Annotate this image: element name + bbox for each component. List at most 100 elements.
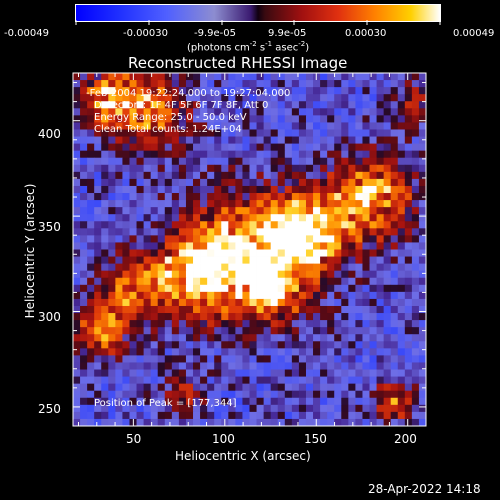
heatmap-cell bbox=[313, 320, 321, 328]
heatmap-cell bbox=[404, 256, 413, 265]
heatmap-cell bbox=[348, 157, 356, 166]
heatmap-cell bbox=[390, 305, 399, 314]
heatmap-cell bbox=[136, 284, 144, 293]
heatmap-cell bbox=[214, 80, 222, 88]
heatmap-cell bbox=[249, 207, 257, 215]
heatmap-cell bbox=[334, 80, 342, 88]
heatmap-cell bbox=[334, 115, 342, 123]
heatmap-cell bbox=[376, 80, 385, 88]
heatmap-cell bbox=[376, 73, 385, 81]
heatmap-cell bbox=[390, 334, 399, 342]
heatmap-cell bbox=[327, 143, 335, 152]
heatmap-cell bbox=[228, 193, 236, 201]
heatmap-cell bbox=[228, 249, 236, 257]
heatmap-cell bbox=[320, 80, 328, 88]
heatmap-cell bbox=[277, 200, 286, 208]
heatmap-cell bbox=[193, 256, 201, 265]
heatmap-cell bbox=[369, 320, 377, 328]
heatmap-cell bbox=[136, 411, 144, 420]
heatmap-cell bbox=[376, 390, 385, 399]
heatmap-cell bbox=[284, 221, 293, 229]
heatmap-cell bbox=[157, 355, 166, 363]
heatmap-cell bbox=[228, 242, 236, 250]
heatmap-cell bbox=[397, 101, 406, 109]
heatmap-cell bbox=[298, 397, 307, 406]
heatmap-cell bbox=[284, 341, 293, 349]
heatmap-cell bbox=[115, 178, 123, 187]
heatmap-cell bbox=[334, 390, 342, 399]
heatmap-cell bbox=[164, 284, 173, 293]
heatmap-cell bbox=[178, 228, 187, 236]
heatmap-cell bbox=[185, 369, 194, 377]
heatmap-cell bbox=[376, 355, 385, 363]
heatmap-cell bbox=[136, 185, 144, 194]
heatmap-cell bbox=[122, 143, 130, 152]
heatmap-cell bbox=[390, 221, 399, 229]
heatmap-cell bbox=[305, 171, 314, 180]
heatmap-cell bbox=[164, 164, 173, 173]
heatmap-cell bbox=[101, 228, 109, 236]
heatmap-cell bbox=[207, 136, 215, 144]
heatmap-cell bbox=[327, 277, 335, 286]
heatmap-cell bbox=[108, 136, 116, 144]
heatmap-cell bbox=[291, 362, 300, 370]
heatmap-cell bbox=[178, 185, 187, 194]
heatmap-cell bbox=[270, 341, 279, 349]
heatmap-cell bbox=[355, 207, 363, 215]
heatmap-cell bbox=[94, 291, 102, 300]
heatmap-cell bbox=[249, 136, 257, 144]
heatmap-cell bbox=[320, 277, 328, 286]
heatmap-cell bbox=[73, 115, 81, 123]
heatmap-cell bbox=[298, 298, 307, 307]
heatmap-cell bbox=[362, 341, 370, 349]
heatmap-cell bbox=[101, 193, 109, 201]
heatmap-cell bbox=[362, 108, 370, 116]
heatmap-cell bbox=[263, 355, 272, 363]
heatmap-cell bbox=[320, 235, 328, 243]
heatmap-cell bbox=[178, 376, 187, 385]
heatmap-cell bbox=[143, 242, 152, 250]
heatmap-cell bbox=[291, 136, 300, 144]
heatmap-cell bbox=[207, 228, 215, 236]
heatmap-cell bbox=[334, 397, 342, 406]
heatmap-cell bbox=[193, 150, 201, 159]
heatmap-cell bbox=[277, 376, 286, 385]
heatmap-cell bbox=[73, 418, 81, 426]
heatmap-cell bbox=[369, 334, 377, 342]
heatmap-cell bbox=[143, 249, 152, 257]
heatmap-cell bbox=[320, 327, 328, 335]
heatmap-cell bbox=[397, 397, 406, 406]
heatmap-cell bbox=[334, 193, 342, 201]
heatmap-cell bbox=[185, 376, 194, 385]
heatmap-cell bbox=[214, 221, 222, 229]
heatmap-cell bbox=[369, 108, 377, 116]
heatmap-cell bbox=[249, 418, 257, 426]
heatmap-cell bbox=[200, 214, 208, 222]
heatmap-cell bbox=[164, 362, 173, 370]
heatmap-cell bbox=[256, 355, 265, 363]
colorbar-units: (photons cm-2 s-1 asec-2) bbox=[187, 40, 310, 54]
heatmap-cell bbox=[263, 228, 272, 236]
heatmap-cell bbox=[411, 334, 420, 342]
heatmap-cell bbox=[277, 334, 286, 342]
heatmap-cell bbox=[94, 376, 102, 385]
heatmap-cell bbox=[193, 383, 201, 392]
heatmap-cell bbox=[171, 355, 180, 363]
heatmap-cell bbox=[228, 277, 236, 286]
heatmap-cell bbox=[164, 249, 173, 257]
heatmap-cell bbox=[171, 348, 180, 356]
heatmap-cell bbox=[87, 242, 95, 250]
heatmap-cell bbox=[284, 348, 293, 356]
info-line-date: -Feb-2004 19:22:24.000 to 19:27:04.000 bbox=[86, 88, 291, 99]
heatmap-cell bbox=[122, 383, 130, 392]
heatmap-cell bbox=[185, 298, 194, 307]
heatmap-cell bbox=[122, 214, 130, 222]
heatmap-cell bbox=[221, 305, 229, 314]
heatmap-cell bbox=[327, 242, 335, 250]
heatmap-cell bbox=[383, 383, 392, 392]
heatmap-cell bbox=[397, 221, 406, 229]
heatmap-cell bbox=[411, 362, 420, 370]
heatmap-cell bbox=[418, 122, 426, 130]
heatmap-cell bbox=[397, 348, 406, 356]
heatmap-cell bbox=[348, 376, 356, 385]
